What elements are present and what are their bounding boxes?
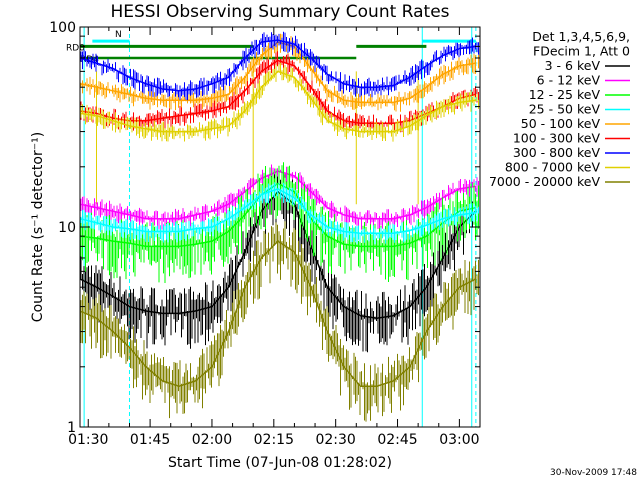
y-tick-label: 100 [49,20,76,36]
series-noise [80,182,479,245]
legend: Det 1,3,4,5,6,9,FDecim 1, Att 03 - 6 keV… [489,29,630,189]
x-tick-label: 02:15 [254,432,294,448]
legend-label: 3 - 6 keV [545,58,601,73]
axis-layer: 01:30 01:45 02:00 02:15 02:30 02:45 03:00 1 10 10… [49,20,481,448]
y-tick-label: 10 [58,220,76,236]
x-tick-label: 03:00 [439,432,479,448]
series-noise [80,221,479,422]
x-tick-label: 01:45 [130,432,170,448]
legend-label: 50 - 100 keV [521,116,601,131]
series-4 [79,182,479,245]
series-3 [79,162,479,283]
y-tick-label: 1 [67,420,76,436]
legend-label: 300 - 800 keV [513,145,601,160]
series-noise [80,62,479,142]
series-7 [79,31,479,101]
legend-label: 12 - 25 keV [529,87,601,102]
legend-label: 7000 - 20000 keV [489,174,600,189]
legend-label: 6 - 12 keV [537,73,601,88]
chart-title: HESSI Observing Summary Count Rates [110,2,449,22]
legend-header: FDecim 1, Att 0 [533,44,630,59]
legend-label: 100 - 300 keV [513,131,601,146]
x-tick-label: 02:30 [315,432,355,448]
x-tick-label: 02:00 [192,432,232,448]
legend-label: 800 - 7000 keV [505,160,601,175]
footer-timestamp: 30-Nov-2009 17:48 [550,468,637,478]
series-layer [79,31,479,422]
y-axis-label: Count Rate (s⁻¹ detector⁻¹) [30,132,46,322]
legend-header: Det 1,3,4,5,6,9, [532,29,630,44]
series-8 [79,62,479,142]
flag-label: N [115,30,122,40]
flag-label: RD0 [66,43,85,53]
legend-label: 25 - 50 keV [529,102,601,117]
x-tick-label: 02:45 [377,432,417,448]
x-axis-label: Start Time (07-Jun-08 01:28:02) [168,455,392,471]
series-2 [79,163,479,230]
series-9 [79,221,479,422]
x-tick-label: 01:30 [68,432,108,448]
series-noise [80,31,479,101]
